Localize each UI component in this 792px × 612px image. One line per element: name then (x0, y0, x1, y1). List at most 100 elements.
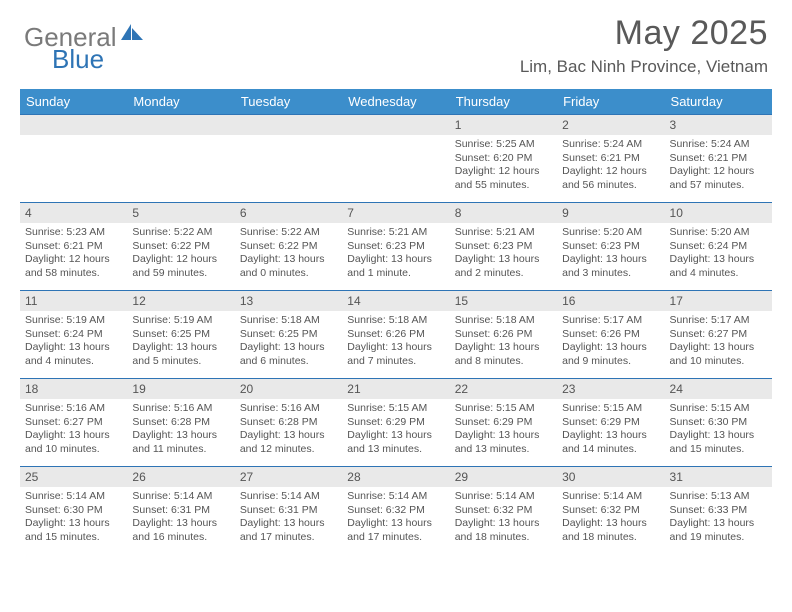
calendar-cell: 20Sunrise: 5:16 AMSunset: 6:28 PMDayligh… (235, 379, 342, 467)
weekday-header: Thursday (450, 89, 557, 115)
day-detail: Sunrise: 5:16 AMSunset: 6:28 PMDaylight:… (127, 399, 234, 461)
day-detail: Sunrise: 5:18 AMSunset: 6:25 PMDaylight:… (235, 311, 342, 373)
calendar-cell (127, 115, 234, 203)
calendar-cell: 25Sunrise: 5:14 AMSunset: 6:30 PMDayligh… (20, 467, 127, 555)
day-detail: Sunrise: 5:17 AMSunset: 6:27 PMDaylight:… (665, 311, 772, 373)
day-detail: Sunrise: 5:23 AMSunset: 6:21 PMDaylight:… (20, 223, 127, 285)
calendar-cell: 19Sunrise: 5:16 AMSunset: 6:28 PMDayligh… (127, 379, 234, 467)
day-number: 25 (20, 467, 127, 487)
calendar-cell: 1Sunrise: 5:25 AMSunset: 6:20 PMDaylight… (450, 115, 557, 203)
day-number: 5 (127, 203, 234, 223)
logo: General Blue (24, 22, 147, 53)
day-detail: Sunrise: 5:14 AMSunset: 6:32 PMDaylight:… (557, 487, 664, 549)
day-number: 13 (235, 291, 342, 311)
calendar-cell: 2Sunrise: 5:24 AMSunset: 6:21 PMDaylight… (557, 115, 664, 203)
day-number: 18 (20, 379, 127, 399)
day-number: 22 (450, 379, 557, 399)
calendar-cell: 14Sunrise: 5:18 AMSunset: 6:26 PMDayligh… (342, 291, 449, 379)
day-detail: Sunrise: 5:22 AMSunset: 6:22 PMDaylight:… (127, 223, 234, 285)
day-number: 10 (665, 203, 772, 223)
calendar-cell: 31Sunrise: 5:13 AMSunset: 6:33 PMDayligh… (665, 467, 772, 555)
day-number: 23 (557, 379, 664, 399)
calendar-cell: 11Sunrise: 5:19 AMSunset: 6:24 PMDayligh… (20, 291, 127, 379)
calendar-cell: 23Sunrise: 5:15 AMSunset: 6:29 PMDayligh… (557, 379, 664, 467)
weekday-header: Friday (557, 89, 664, 115)
day-detail: Sunrise: 5:16 AMSunset: 6:27 PMDaylight:… (20, 399, 127, 461)
weekday-header: Wednesday (342, 89, 449, 115)
day-detail: Sunrise: 5:24 AMSunset: 6:21 PMDaylight:… (557, 135, 664, 197)
calendar-cell: 8Sunrise: 5:21 AMSunset: 6:23 PMDaylight… (450, 203, 557, 291)
day-number: 16 (557, 291, 664, 311)
calendar-table: SundayMondayTuesdayWednesdayThursdayFrid… (20, 89, 772, 555)
calendar-cell: 4Sunrise: 5:23 AMSunset: 6:21 PMDaylight… (20, 203, 127, 291)
title-block: May 2025 Lim, Bac Ninh Province, Vietnam (520, 14, 768, 77)
logo-word2: Blue (52, 44, 104, 75)
calendar-cell: 18Sunrise: 5:16 AMSunset: 6:27 PMDayligh… (20, 379, 127, 467)
day-detail: Sunrise: 5:15 AMSunset: 6:29 PMDaylight:… (342, 399, 449, 461)
calendar-cell: 3Sunrise: 5:24 AMSunset: 6:21 PMDaylight… (665, 115, 772, 203)
calendar-cell: 10Sunrise: 5:20 AMSunset: 6:24 PMDayligh… (665, 203, 772, 291)
calendar-cell: 13Sunrise: 5:18 AMSunset: 6:25 PMDayligh… (235, 291, 342, 379)
day-number: 12 (127, 291, 234, 311)
title-location: Lim, Bac Ninh Province, Vietnam (520, 57, 768, 77)
day-detail: Sunrise: 5:16 AMSunset: 6:28 PMDaylight:… (235, 399, 342, 461)
day-number: 29 (450, 467, 557, 487)
day-detail: Sunrise: 5:19 AMSunset: 6:24 PMDaylight:… (20, 311, 127, 373)
calendar-cell: 30Sunrise: 5:14 AMSunset: 6:32 PMDayligh… (557, 467, 664, 555)
title-month: May 2025 (520, 14, 768, 53)
day-number: 11 (20, 291, 127, 311)
weekday-header: Tuesday (235, 89, 342, 115)
day-number: 8 (450, 203, 557, 223)
day-detail: Sunrise: 5:14 AMSunset: 6:30 PMDaylight:… (20, 487, 127, 549)
day-detail: Sunrise: 5:18 AMSunset: 6:26 PMDaylight:… (342, 311, 449, 373)
day-detail: Sunrise: 5:15 AMSunset: 6:30 PMDaylight:… (665, 399, 772, 461)
day-number: 19 (127, 379, 234, 399)
calendar-head: SundayMondayTuesdayWednesdayThursdayFrid… (20, 89, 772, 115)
calendar-body: 1Sunrise: 5:25 AMSunset: 6:20 PMDaylight… (20, 115, 772, 555)
day-number: 28 (342, 467, 449, 487)
day-detail: Sunrise: 5:14 AMSunset: 6:32 PMDaylight:… (342, 487, 449, 549)
calendar-cell (342, 115, 449, 203)
day-detail: Sunrise: 5:15 AMSunset: 6:29 PMDaylight:… (450, 399, 557, 461)
day-number: 24 (665, 379, 772, 399)
day-number: 26 (127, 467, 234, 487)
day-number: 27 (235, 467, 342, 487)
calendar-cell: 15Sunrise: 5:18 AMSunset: 6:26 PMDayligh… (450, 291, 557, 379)
day-detail: Sunrise: 5:15 AMSunset: 6:29 PMDaylight:… (557, 399, 664, 461)
calendar-cell: 6Sunrise: 5:22 AMSunset: 6:22 PMDaylight… (235, 203, 342, 291)
day-number: 14 (342, 291, 449, 311)
calendar-cell: 7Sunrise: 5:21 AMSunset: 6:23 PMDaylight… (342, 203, 449, 291)
weekday-header: Saturday (665, 89, 772, 115)
calendar-cell: 17Sunrise: 5:17 AMSunset: 6:27 PMDayligh… (665, 291, 772, 379)
day-number: 30 (557, 467, 664, 487)
calendar-cell: 29Sunrise: 5:14 AMSunset: 6:32 PMDayligh… (450, 467, 557, 555)
day-number: 21 (342, 379, 449, 399)
day-detail: Sunrise: 5:13 AMSunset: 6:33 PMDaylight:… (665, 487, 772, 549)
day-number: 6 (235, 203, 342, 223)
day-number: 2 (557, 115, 664, 135)
day-detail: Sunrise: 5:20 AMSunset: 6:23 PMDaylight:… (557, 223, 664, 285)
weekday-header: Sunday (20, 89, 127, 115)
calendar-cell: 5Sunrise: 5:22 AMSunset: 6:22 PMDaylight… (127, 203, 234, 291)
day-number: 7 (342, 203, 449, 223)
calendar-cell: 22Sunrise: 5:15 AMSunset: 6:29 PMDayligh… (450, 379, 557, 467)
day-detail: Sunrise: 5:21 AMSunset: 6:23 PMDaylight:… (450, 223, 557, 285)
day-detail: Sunrise: 5:14 AMSunset: 6:31 PMDaylight:… (235, 487, 342, 549)
day-detail: Sunrise: 5:17 AMSunset: 6:26 PMDaylight:… (557, 311, 664, 373)
header: General Blue May 2025 Lim, Bac Ninh Prov… (0, 0, 792, 81)
day-number (342, 115, 449, 135)
day-number (127, 115, 234, 135)
calendar-cell: 26Sunrise: 5:14 AMSunset: 6:31 PMDayligh… (127, 467, 234, 555)
day-number: 31 (665, 467, 772, 487)
day-number: 4 (20, 203, 127, 223)
day-number: 1 (450, 115, 557, 135)
day-number: 15 (450, 291, 557, 311)
logo-sail-icon (121, 22, 145, 47)
day-number (235, 115, 342, 135)
calendar-cell: 21Sunrise: 5:15 AMSunset: 6:29 PMDayligh… (342, 379, 449, 467)
day-detail: Sunrise: 5:14 AMSunset: 6:32 PMDaylight:… (450, 487, 557, 549)
day-number: 20 (235, 379, 342, 399)
day-detail: Sunrise: 5:22 AMSunset: 6:22 PMDaylight:… (235, 223, 342, 285)
day-detail: Sunrise: 5:21 AMSunset: 6:23 PMDaylight:… (342, 223, 449, 285)
day-number: 17 (665, 291, 772, 311)
